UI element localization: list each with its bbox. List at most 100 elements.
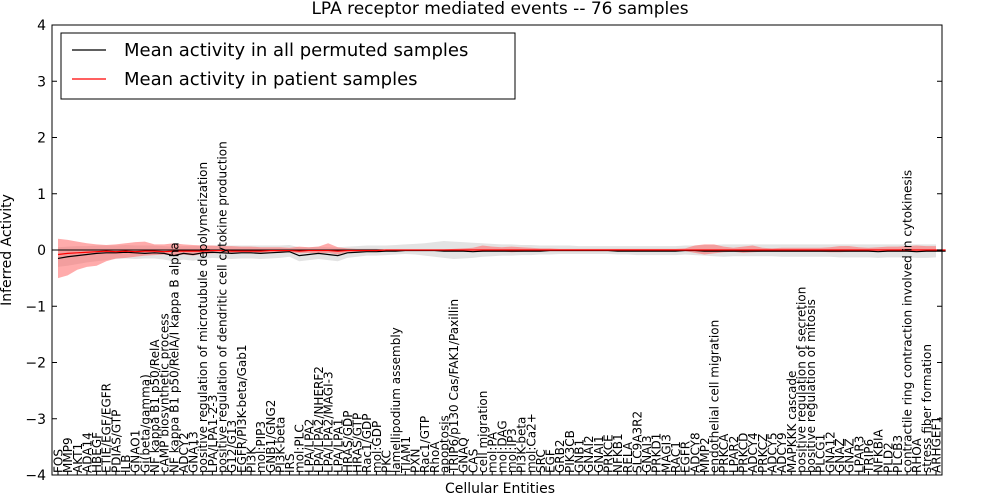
y-axis-ticks: −4 −3 −2 −1 0 1 2 3 4 — [25, 18, 942, 484]
x-tick-label: GNA12 — [823, 431, 837, 473]
x-tick-label: mol:PIP3 — [254, 421, 268, 473]
x-tick-label: G12/G13 — [225, 420, 239, 473]
x-tick-label: NF kappa B1 p50/RelA/I kappa B alpha — [167, 242, 181, 473]
x-tick-label: endothelial cell migration — [708, 320, 722, 473]
x-tick-label: mol:IP3 — [505, 428, 519, 473]
x-tick-label: LPA/LPA1 — [331, 419, 345, 473]
x-tick-label: RAC1 — [669, 441, 683, 473]
x-tick-label: MMP2 — [698, 437, 712, 473]
x-tick-label: ILB — [119, 455, 133, 473]
x-tick-label: GNAZ — [843, 438, 857, 473]
y-tick-label: 3 — [37, 74, 46, 90]
x-tick-label: contractile ring contraction involved in… — [901, 170, 915, 473]
x-tick-label: ADCY4 — [746, 432, 760, 473]
x-tick-label: MMP9 — [61, 437, 75, 473]
x-tick-label: stress fiber formation — [920, 344, 934, 473]
x-tick-label: positive regulation of secretion — [794, 287, 808, 473]
x-tick-label: cAMP biosynthetic process — [158, 313, 172, 473]
y-tick-label: −4 — [25, 468, 46, 484]
x-tick-label: ETIE/EGF/EGFR — [100, 383, 114, 473]
x-tick-label: TRIP6/p130 Cas/FAK1/Paxillin — [447, 299, 461, 474]
x-tick-label: GNAI2 — [582, 435, 596, 473]
x-tick-label: ARHGEF1 — [930, 416, 944, 473]
x-tick-label: ADCY8 — [688, 432, 702, 473]
confidence-bands — [58, 238, 936, 279]
x-tick-label: SLC9A3R2 — [630, 411, 644, 473]
x-tick-label: LPA/LPA2/NHERF2 — [312, 366, 326, 473]
x-tick-label: ADCY9 — [775, 432, 789, 473]
x-tick-label: lamellipodium assembly — [389, 327, 403, 473]
y-tick-label: −2 — [25, 356, 46, 372]
x-tick-label: ADA14 — [80, 432, 94, 473]
x-tick-label: apoptosis — [437, 415, 451, 473]
x-tick-label: GRB2 — [553, 439, 567, 473]
x-tick-label: PRKCZ — [756, 434, 770, 473]
x-tick-label: NFKB1 — [611, 433, 625, 473]
x-tick-label: FOS — [52, 449, 66, 473]
x-tick-label: positive regulation of dendritic cell cy… — [216, 141, 230, 473]
x-tick-label: RELA — [621, 441, 635, 473]
x-tick-label: NF kappa B1 p50/RelA — [148, 339, 162, 473]
x-tick-label: LPA/LPA2 — [302, 419, 316, 473]
x-tick-label: HRAS/GTP — [351, 413, 365, 473]
x-tick-label: MAGI3 — [659, 434, 673, 473]
x-tick-label: LPA/LPA2/MAGI-3 — [322, 371, 336, 473]
x-tick-label: PIK3CB — [563, 430, 577, 473]
x-tick-label: HBEGF — [90, 432, 104, 473]
y-tick-label: −1 — [25, 299, 46, 315]
x-tick-label: TRIP6 — [862, 439, 876, 474]
x-tick-label: PLCG1 — [814, 434, 828, 473]
y-tick-label: 1 — [37, 187, 46, 203]
x-tick-label: PXN — [408, 449, 422, 473]
x-tick-label: PRKCA — [717, 433, 731, 473]
x-tick-label: PLD2 — [881, 442, 895, 473]
x-tick-label: EGF — [544, 449, 558, 473]
x-tick-label: mol:GDP — [370, 421, 384, 473]
x-tick-label: NFKBIA — [872, 428, 886, 473]
x-tick-label: Gi(beta/gamma) — [138, 374, 152, 473]
x-tick-label: mol:PLC — [293, 424, 307, 473]
x-tick-label: RHOA — [910, 437, 924, 473]
legend-label-permuted: Mean activity in all permuted samples — [124, 40, 468, 61]
x-tick-label: EGFR/PI3K-beta/Gab1 — [235, 344, 249, 473]
x-tick-label: AKT1 — [71, 443, 85, 473]
x-tick-label: PI3K-beta — [515, 417, 529, 473]
x-tick-label: GNAO1 — [129, 430, 143, 473]
x-tick-label: IRS — [283, 454, 297, 474]
x-tick-label: CAS — [466, 449, 480, 473]
x-tick-label: positive regulation of mitosis — [804, 299, 818, 473]
x-tick-label: mol:PA — [486, 431, 500, 473]
legend: Mean activity in all permuted samples Me… — [60, 32, 516, 100]
x-tick-label: SRC — [534, 449, 548, 473]
y-axis-label: Inferred Activity — [0, 194, 15, 306]
x-tick-label: GNB1 — [573, 439, 587, 473]
x-tick-label: TIAM1 — [399, 436, 413, 474]
x-tick-label: HRAS/GDP — [341, 410, 355, 473]
x-tick-label: PI3K-beta — [273, 417, 287, 473]
chart-title: LPA receptor mediated events -- 76 sampl… — [311, 0, 688, 19]
x-tick-label: PRKD1 — [650, 433, 664, 473]
x-tick-label: PRKCE — [601, 434, 615, 473]
x-tick-label: GNAI1 — [592, 435, 606, 473]
x-tick-label: MAPKKK cascade — [785, 371, 799, 473]
y-tick-label: −3 — [25, 412, 46, 428]
x-tick-label: PI3K — [244, 446, 258, 473]
x-tick-label: GNA13 — [187, 431, 201, 473]
x-tick-label: GNAQ — [457, 437, 471, 473]
patient-range-band — [58, 238, 936, 279]
patient-mean-line — [57, 249, 946, 256]
x-tick-label: GNB1/GNG2 — [264, 400, 278, 473]
x-axis-label: Cellular Entities — [445, 481, 555, 497]
y-tick-label: 4 — [37, 18, 46, 34]
x-tick-label: Rac1/GDP — [360, 414, 374, 473]
x-tick-label: PDIAS/GTP — [109, 410, 123, 473]
x-tick-label: Rac1/GTP — [418, 416, 432, 473]
x-tick-label: LPAR2 — [727, 436, 741, 473]
x-tick-label: PLCB3 — [891, 435, 905, 473]
x-tick-label: cell migration — [476, 391, 490, 473]
y-tick-label: 0 — [37, 243, 46, 259]
y-tick-label: 2 — [37, 131, 46, 147]
x-tick-label: mol:DAG — [495, 420, 509, 473]
x-axis-ticks: FOSMMP9AKT1ADA14HBEGFETIE/EGF/EGFRPDIAS/… — [52, 141, 944, 475]
